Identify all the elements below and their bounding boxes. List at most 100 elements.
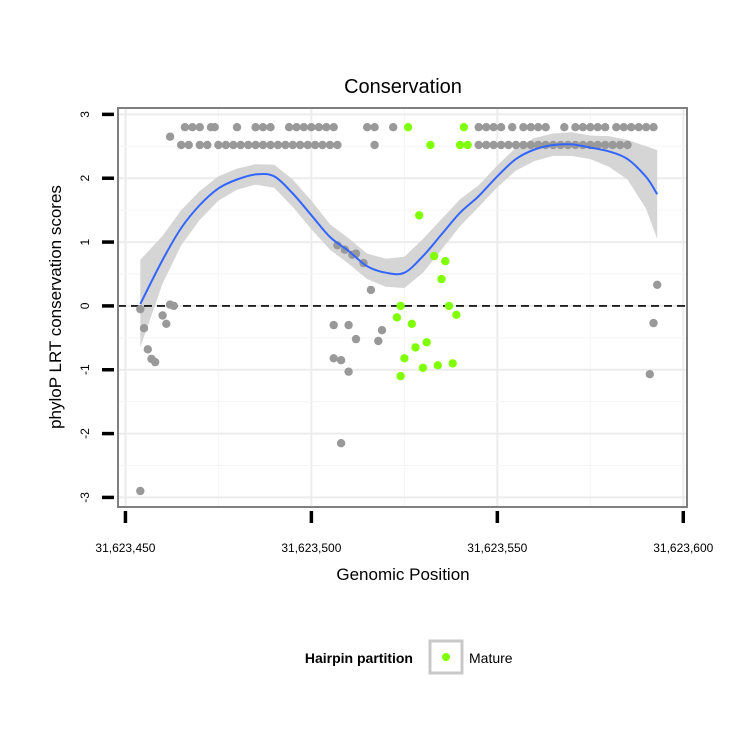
data-point	[333, 241, 342, 250]
data-point	[292, 123, 301, 132]
data-point	[519, 140, 528, 150]
data-point	[195, 140, 204, 150]
data-point	[210, 123, 219, 132]
data-point	[288, 140, 297, 150]
y-tick-label: -2	[78, 428, 92, 439]
x-tick-label: 31,623,600	[653, 541, 713, 555]
y-axis-title: phyloP LRT conservation scores	[46, 185, 65, 429]
chart-title: Conservation	[344, 76, 462, 98]
x-tick-label: 31,623,450	[95, 541, 155, 555]
data-point-mature	[396, 301, 405, 311]
data-point	[571, 123, 580, 132]
data-point	[296, 140, 305, 150]
data-point	[258, 140, 268, 150]
legend-key-box	[428, 639, 464, 675]
data-point	[649, 318, 658, 328]
y-tick-label: 1	[78, 238, 92, 245]
data-point	[593, 140, 602, 150]
data-point	[180, 123, 190, 132]
data-point-mature	[426, 140, 435, 150]
data-point	[649, 123, 658, 132]
data-point	[496, 140, 506, 150]
data-point	[627, 123, 636, 132]
data-point	[474, 123, 483, 132]
data-point	[389, 123, 398, 132]
data-point	[177, 140, 186, 150]
data-point-mature	[455, 140, 465, 150]
data-point-mature	[437, 274, 446, 284]
confidence-ribbon	[140, 132, 658, 348]
data-point-mature	[411, 343, 420, 352]
data-point	[526, 140, 535, 150]
data-point-mature	[444, 301, 454, 311]
data-point	[325, 140, 335, 150]
data-point	[541, 123, 550, 132]
data-point	[329, 354, 338, 363]
data-point-mature	[422, 338, 431, 347]
data-point	[184, 140, 193, 150]
data-point	[474, 140, 483, 150]
data-point-mature	[403, 123, 413, 132]
data-point-mature	[448, 359, 457, 368]
data-point-mature	[433, 361, 442, 370]
data-point	[139, 324, 149, 333]
data-point	[273, 140, 283, 150]
data-point-mature	[396, 371, 405, 381]
data-point	[158, 311, 167, 320]
data-point	[526, 123, 535, 132]
data-point	[214, 140, 223, 150]
data-point	[314, 123, 323, 132]
data-point	[329, 320, 338, 330]
data-point	[370, 123, 379, 132]
data-point	[236, 140, 245, 150]
data-point-mature	[415, 211, 424, 220]
data-point	[251, 140, 260, 150]
data-point	[578, 123, 588, 132]
y-tick-label: -3	[78, 492, 92, 503]
data-point	[608, 140, 617, 150]
data-point	[641, 123, 651, 132]
data-point	[519, 123, 528, 132]
data-point	[619, 123, 628, 132]
data-point	[366, 285, 376, 295]
data-point	[645, 370, 654, 379]
data-point-mature	[400, 354, 409, 363]
data-point	[307, 123, 316, 132]
data-point	[169, 301, 178, 311]
data-point	[534, 123, 543, 132]
data-point	[162, 319, 171, 328]
data-point	[188, 123, 197, 132]
data-point	[560, 123, 569, 132]
data-point	[232, 123, 242, 132]
data-point	[612, 123, 621, 132]
legend-title: Hairpin partition	[305, 650, 413, 666]
smooth-trend-line	[139, 143, 659, 305]
data-point	[251, 123, 260, 132]
x-axis-title: Genomic Position	[336, 565, 469, 584]
legend-label-mature: Mature	[469, 650, 513, 666]
data-point	[601, 123, 610, 132]
data-point-mature	[429, 251, 439, 261]
data-point	[653, 280, 662, 289]
legend-key-mature-point	[442, 653, 450, 661]
smooth-line-layer	[139, 143, 659, 305]
data-point	[634, 123, 643, 132]
data-point	[489, 140, 498, 150]
data-point	[586, 123, 595, 132]
data-point	[310, 140, 320, 150]
data-point	[136, 486, 145, 496]
data-point	[143, 345, 152, 354]
data-point	[496, 123, 506, 132]
data-point	[489, 123, 498, 132]
data-point	[281, 140, 290, 150]
data-point	[136, 304, 145, 314]
data-point	[615, 140, 625, 150]
data-point	[344, 320, 353, 330]
data-point	[593, 123, 602, 132]
data-point	[370, 140, 379, 150]
x-tick-label: 31,623,550	[467, 541, 527, 555]
data-point	[244, 140, 253, 150]
data-point	[258, 123, 268, 132]
data-point	[299, 123, 309, 132]
